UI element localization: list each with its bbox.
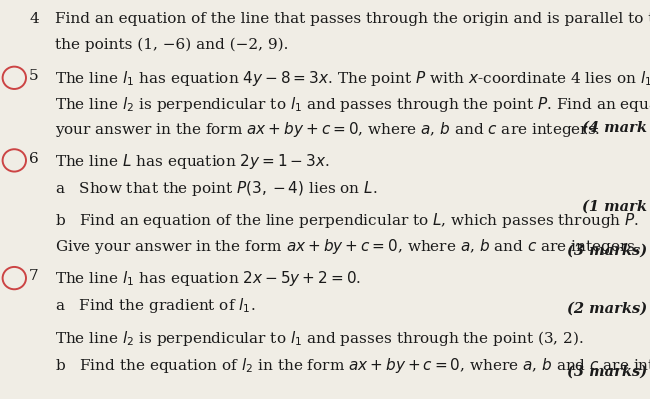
Text: the points (1, −6) and (−2, 9).: the points (1, −6) and (−2, 9). <box>55 38 289 52</box>
Text: a   Find the gradient of $l_1$.: a Find the gradient of $l_1$. <box>55 296 255 315</box>
Text: 4: 4 <box>29 12 39 26</box>
Text: Give your answer in the form $ax + by + c = 0$, where $a$, $b$ and $c$ are integ: Give your answer in the form $ax + by + … <box>55 237 640 257</box>
Text: 7: 7 <box>29 269 39 283</box>
Text: The line $l_2$ is perpendicular to $l_1$ and passes through the point $P$. Find : The line $l_2$ is perpendicular to $l_1$… <box>55 95 650 114</box>
Text: (1 mark: (1 mark <box>582 200 647 213</box>
Text: (3 marks): (3 marks) <box>567 365 647 379</box>
Text: a   Show that the point $P(3, -4)$ lies on $L$.: a Show that the point $P(3, -4)$ lies on… <box>55 179 378 198</box>
Text: b   Find the equation of $l_2$ in the form $ax + by + c = 0$, where $a$, $b$ and: b Find the equation of $l_2$ in the form… <box>55 356 650 375</box>
Text: The line $l_1$ has equation $2x - 5y + 2 = 0$.: The line $l_1$ has equation $2x - 5y + 2… <box>55 269 361 288</box>
Text: b   Find an equation of the line perpendicular to $L$, which passes through $P$.: b Find an equation of the line perpendic… <box>55 211 639 231</box>
Text: The line $L$ has equation $2y = 1 - 3x$.: The line $L$ has equation $2y = 1 - 3x$. <box>55 152 330 171</box>
Text: Find an equation of the line that passes through the origin and is parallel to t: Find an equation of the line that passes… <box>55 12 650 26</box>
Text: 6: 6 <box>29 152 39 166</box>
Text: 5: 5 <box>29 69 39 83</box>
Text: (2 marks): (2 marks) <box>567 302 647 316</box>
Text: (4 mark: (4 mark <box>582 120 647 134</box>
Text: The line $l_1$ has equation $4y - 8 = 3x$. The point $P$ with $x$-coordinate 4 l: The line $l_1$ has equation $4y - 8 = 3x… <box>55 69 650 88</box>
Text: The line $l_2$ is perpendicular to $l_1$ and passes through the point (3, 2).: The line $l_2$ is perpendicular to $l_1$… <box>55 329 584 348</box>
Text: (3 marks): (3 marks) <box>567 243 647 257</box>
Text: your answer in the form $ax + by + c = 0$, where $a$, $b$ and $c$ are integers.: your answer in the form $ax + by + c = 0… <box>55 120 601 140</box>
